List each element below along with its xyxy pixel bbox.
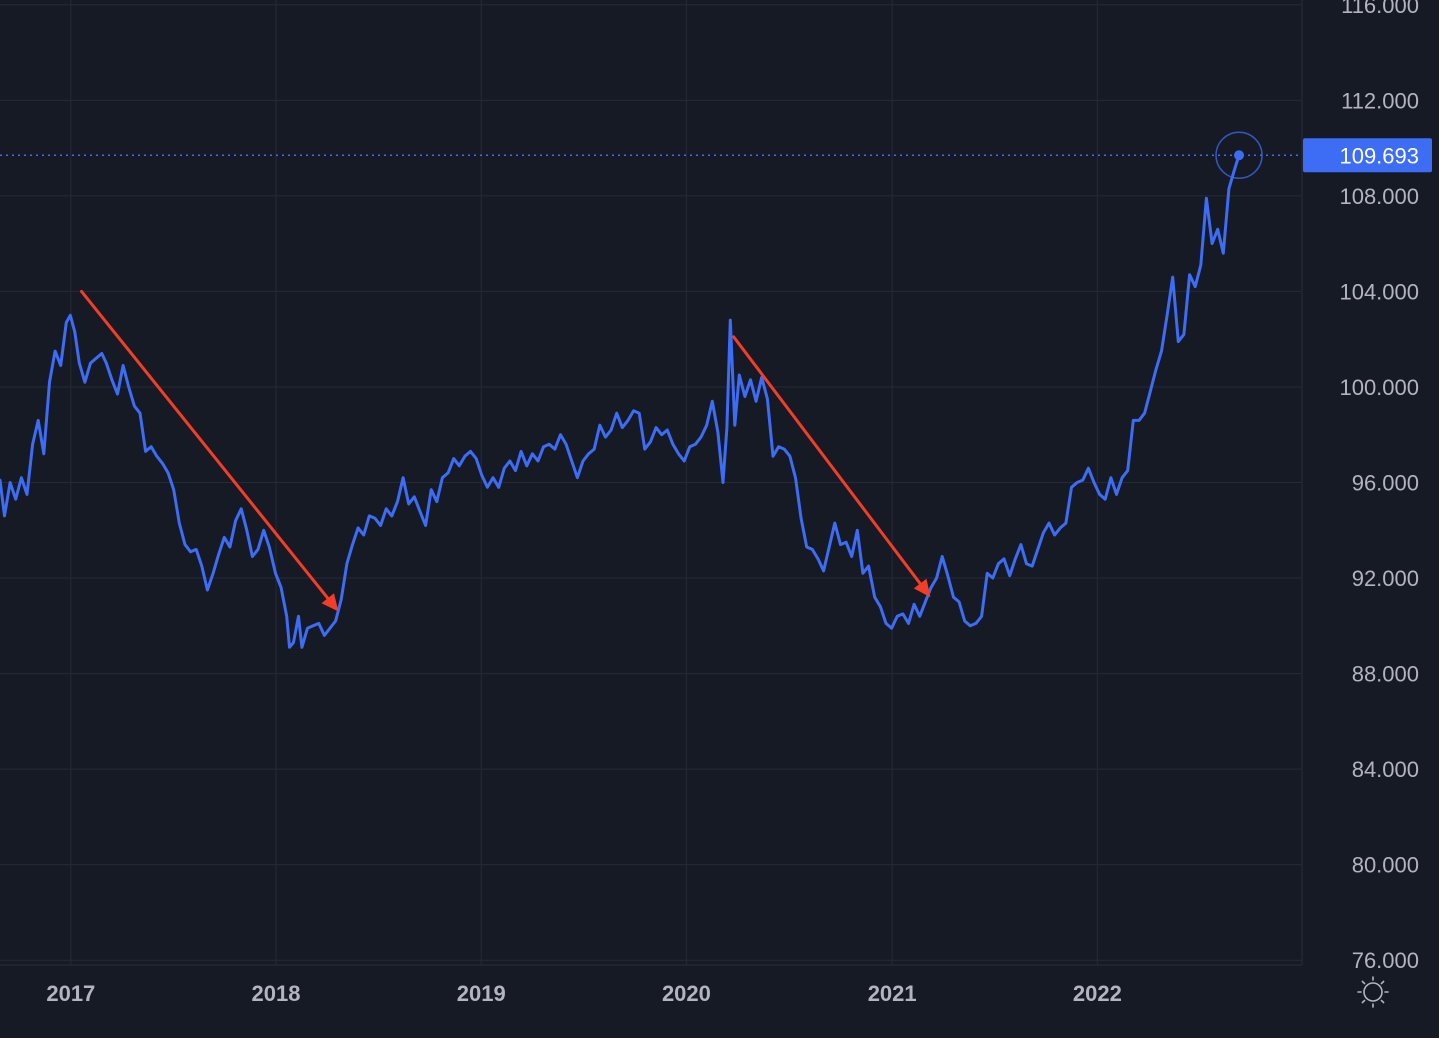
x-tick-label: 2017	[46, 981, 95, 1006]
series-line	[0, 153, 1241, 649]
gear-icon[interactable]	[1357, 976, 1389, 1008]
last-price-label: 109.693	[1339, 143, 1419, 168]
y-tick-label: 76.000	[1352, 948, 1419, 973]
last-point-halo	[1215, 131, 1263, 180]
last-value-marker: 109.693	[0, 131, 1432, 180]
y-tick-label: 84.000	[1352, 757, 1419, 782]
x-tick-label: 2020	[662, 981, 711, 1006]
y-tick-label: 80.000	[1352, 853, 1419, 878]
y-tick-label: 104.000	[1339, 279, 1419, 304]
y-tick-label: 88.000	[1352, 662, 1419, 687]
x-tick-label: 2022	[1073, 981, 1122, 1006]
trend-arrow-head	[913, 578, 931, 598]
x-tick-label: 2021	[868, 981, 917, 1006]
x-tick-label: 2018	[252, 981, 301, 1006]
y-tick-label: 92.000	[1352, 566, 1419, 591]
last-price-badge	[1303, 138, 1432, 173]
grid-lines	[0, 0, 1302, 965]
trend-arrow-line	[732, 335, 922, 586]
trend-arrow-line	[80, 289, 330, 600]
y-tick-label: 116.000	[1341, 0, 1419, 18]
last-point-dot	[1234, 150, 1245, 161]
y-tick-label: 96.000	[1352, 471, 1419, 496]
time-axis[interactable]: 2017 2018 2019 2020 2021 2022	[46, 981, 1121, 1006]
annotation-layer	[80, 289, 931, 612]
y-tick-label: 108.000	[1339, 184, 1419, 209]
trend-arrow-head	[321, 593, 339, 612]
series-layer	[0, 153, 1241, 649]
x-tick-label: 2019	[457, 981, 506, 1006]
price-axis[interactable]: 116.000 112.000 108.000 104.000 100.000 96.00…	[1339, 0, 1419, 973]
y-tick-label: 112.000	[1341, 88, 1419, 113]
y-tick-label: 100.000	[1339, 375, 1419, 400]
